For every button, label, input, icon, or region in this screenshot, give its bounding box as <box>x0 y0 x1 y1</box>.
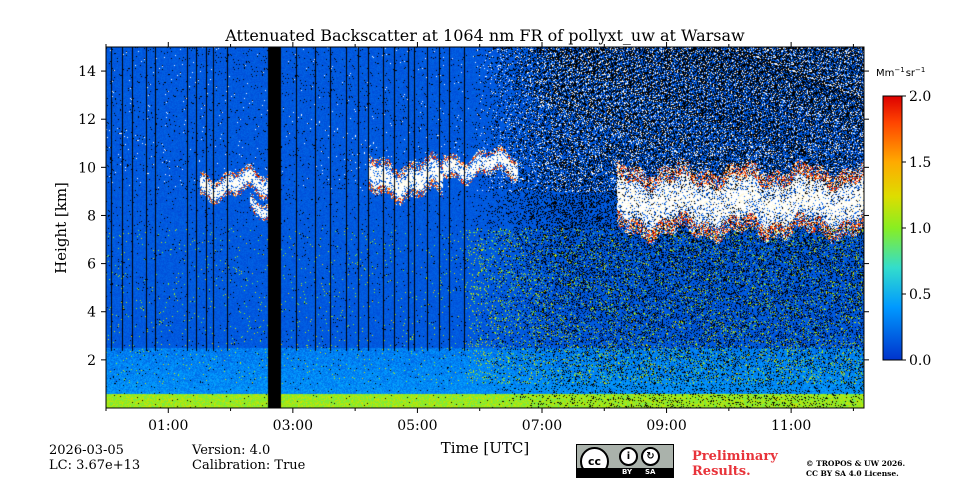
y-tick-label: 10 <box>78 160 96 176</box>
copyright-note: © TROPOS & UW 2026. CC BY SA 4.0 License… <box>806 459 905 479</box>
footer-date: 2026-03-05 <box>49 443 124 458</box>
backscatter-heatmap <box>106 47 864 408</box>
footer-version: Version: 4.0 <box>192 443 271 458</box>
colorbar-tick-label: 0.5 <box>909 287 931 303</box>
x-axis: 01:00 03:00 05:00 07:00 09:00 11:00 <box>105 42 854 434</box>
x-tick-label: 01:00 <box>148 418 188 434</box>
x-axis-label: Time [UTC] <box>441 439 530 457</box>
y-tick-label: 8 <box>87 208 96 224</box>
colorbar-tick-label: 1.5 <box>909 155 931 171</box>
colorbar-tick-label: 2.0 <box>909 89 931 105</box>
y-tick-label: 14 <box>78 64 96 80</box>
footer-calibration: Calibration: True <box>192 458 306 473</box>
preliminary-line-1: Preliminary <box>692 449 778 464</box>
cc-sa-text: SA <box>645 468 656 476</box>
cc-by-person-icon: i <box>619 447 638 466</box>
y-tick-label: 2 <box>87 353 96 369</box>
x-tick-label: 09:00 <box>646 418 686 434</box>
cc-by-text: BY <box>622 468 633 476</box>
colorbar-gradient <box>882 95 903 361</box>
x-tick-label: 05:00 <box>397 418 437 434</box>
colorbar-ticks: 0.0 0.5 1.0 1.5 2.0 <box>902 89 931 369</box>
colorbar: 0.0 0.5 1.0 1.5 2.0 Mm−1sr−1 <box>876 66 931 369</box>
y-axis-label: Height [km] <box>52 182 70 274</box>
colorbar-tick-label: 1.0 <box>909 221 931 237</box>
copyright-line-1: © TROPOS & UW 2026. <box>806 459 906 468</box>
y-tick-label: 12 <box>78 112 96 128</box>
y-tick-label: 4 <box>87 305 96 321</box>
footer-version-block: Version: 4.0 Calibration: True <box>192 443 305 473</box>
cc-sa-icon: ↻ <box>641 447 660 466</box>
plot-area <box>106 47 864 408</box>
cc-badge-bar <box>577 468 673 477</box>
y-tick-label: 6 <box>87 257 96 273</box>
footer-date-block: 2026-03-05 LC: 3.67e+13 <box>49 443 140 473</box>
x-tick-label: 11:00 <box>771 418 811 434</box>
colorbar-tick-label: 0.0 <box>909 353 931 369</box>
cc-license-badge: cc i ↻ BY SA <box>576 444 674 478</box>
y-axis: 2 4 6 8 10 12 14 <box>78 64 869 369</box>
preliminary-line-2: Results. <box>692 464 751 479</box>
colorbar-unit-label: Mm−1sr−1 <box>876 66 925 79</box>
x-tick-label: 07:00 <box>522 418 562 434</box>
copyright-line-2: CC BY SA 4.0 License. <box>806 469 899 478</box>
footer-lc: LC: 3.67e+13 <box>49 458 141 473</box>
plot-frame <box>105 46 865 409</box>
chart-title: Attenuated Backscatter at 1064 nm FR of … <box>224 26 745 45</box>
preliminary-results-note: Preliminary Results. <box>692 449 778 479</box>
x-tick-label: 03:00 <box>273 418 313 434</box>
